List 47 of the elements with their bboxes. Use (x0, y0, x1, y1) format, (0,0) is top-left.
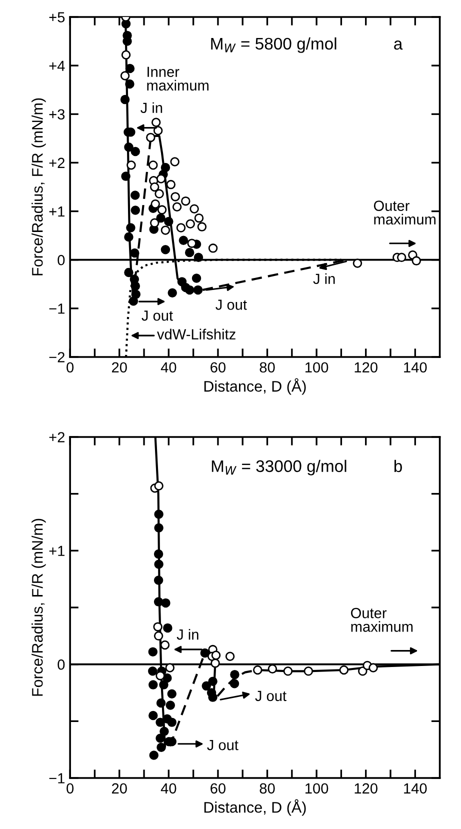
y-tick-label: +5 (49, 12, 65, 22)
annotation: a (394, 40, 403, 50)
annotation: J in (176, 629, 198, 640)
y-axis-title: Force/Radius, F/R (mN/m) (32, 98, 46, 276)
x-axis-title: Distance, D (Å) (204, 378, 306, 395)
x-tick-label: 120 (354, 362, 378, 373)
y-tick-label: +2 (49, 432, 64, 442)
annotation: M$_{W}$ = 5800 g/mol (211, 37, 336, 53)
annotation: J out (255, 690, 286, 702)
annotation: Inner maximum (147, 66, 208, 91)
y-tick-label: +3 (49, 109, 65, 120)
y-tick-label: +1 (49, 546, 64, 556)
annotation: J out (216, 300, 247, 310)
annotation: Outer maximum (351, 608, 413, 632)
x-tick-label: 60 (210, 362, 226, 373)
y-tick-label: +1 (49, 206, 64, 217)
x-tick-label: 0 (66, 362, 74, 373)
x-tick-label: 80 (260, 362, 275, 373)
x-tick-label: 60 (210, 783, 226, 794)
x-tick-label: 0 (66, 783, 74, 794)
x-axis-title: Distance, D (Å) (204, 799, 306, 816)
annotation: J in (313, 273, 335, 284)
y-tick-label: +4 (49, 60, 65, 71)
annotation: J in (140, 102, 162, 114)
y-tick-label: −2 (49, 352, 64, 362)
x-tick-label: 120 (354, 783, 378, 794)
y-tick-label: −1 (49, 304, 64, 314)
x-tick-label: 100 (306, 783, 328, 794)
annotation: b (394, 460, 402, 472)
y-tick-label: +2 (49, 158, 64, 168)
x-tick-label: 140 (404, 362, 427, 373)
x-tick-label: 40 (160, 362, 176, 373)
x-tick-label: 20 (112, 783, 127, 794)
y-tick-label: 0 (58, 254, 65, 266)
x-tick-label: 80 (260, 783, 275, 794)
x-tick-label: 140 (404, 783, 427, 794)
annotation: M$_{W}$ = 33000 g/mol (212, 460, 346, 476)
annotation: J out (207, 740, 238, 750)
y-axis-title: Force/Radius, F/R (mN/m) (32, 518, 46, 696)
annotation: Outer maximum (374, 200, 436, 225)
x-tick-label: 40 (160, 783, 176, 794)
x-tick-label: 20 (112, 362, 127, 373)
y-tick-label: −1 (49, 773, 64, 784)
annotation: vdW-Lifshitz (157, 328, 236, 340)
y-tick-label: 0 (58, 659, 65, 670)
annotation: J out (142, 310, 173, 321)
x-tick-label: 100 (306, 362, 328, 373)
